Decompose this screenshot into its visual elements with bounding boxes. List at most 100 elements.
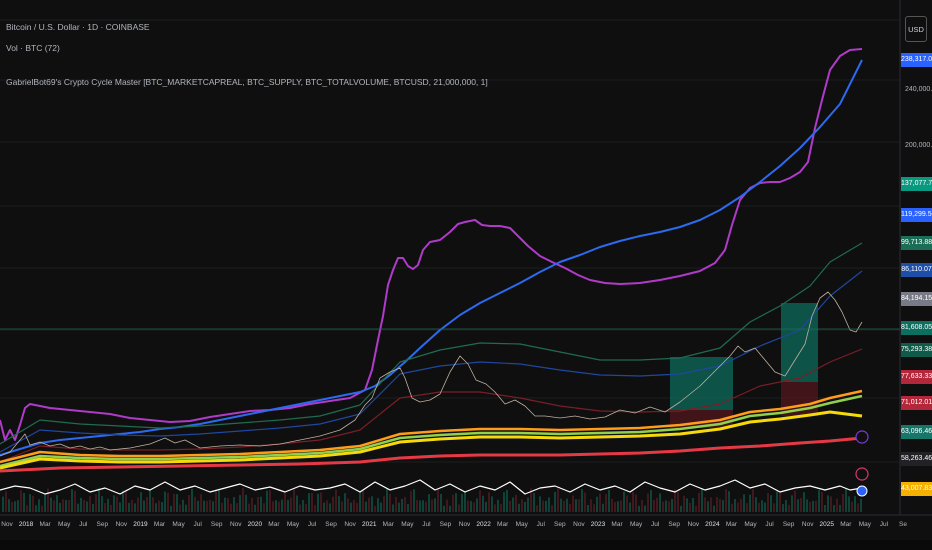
volume-bar — [437, 489, 439, 512]
volume-bar — [254, 504, 256, 512]
volume-bar — [419, 500, 421, 512]
volume-bar — [848, 496, 850, 512]
volume-bar — [17, 500, 19, 512]
volume-bar — [461, 493, 463, 512]
series-mid-blue-band — [0, 270, 863, 453]
volume-bar — [125, 491, 127, 512]
x-tick-label: Jul — [651, 521, 660, 528]
currency-button[interactable]: USD — [905, 16, 927, 42]
volume-bar — [218, 490, 220, 512]
x-tick-label: May — [58, 521, 71, 528]
legend-indicator[interactable]: GabrielBot69's Crypto Cycle Master [BTC_… — [6, 77, 488, 87]
volume-bar — [668, 501, 670, 512]
volume-bar — [476, 498, 478, 512]
price-label: 71,012.01 — [901, 396, 932, 410]
volume-bar — [794, 490, 796, 512]
volume-bar — [383, 496, 385, 512]
volume-bar — [512, 497, 514, 512]
series-volume-oscillator — [0, 479, 863, 495]
volume-bar — [248, 503, 250, 512]
volume-bar — [119, 502, 121, 512]
volume-bar — [830, 496, 832, 512]
volume-bar — [326, 500, 328, 512]
volume-bar — [332, 496, 334, 512]
volume-bar — [377, 498, 379, 512]
volume-bar — [590, 499, 592, 512]
volume-bar — [413, 489, 415, 512]
volume-bar — [671, 498, 673, 512]
series-yellow-band — [0, 410, 863, 470]
volume-bar — [146, 497, 148, 512]
volume-bar — [749, 494, 751, 512]
volume-bar — [815, 500, 817, 512]
volume-bar — [803, 492, 805, 512]
price-label: 119,299.50 — [901, 208, 932, 222]
x-tick-label: 2020 — [247, 521, 263, 528]
event-marker-icon — [855, 430, 869, 444]
volume-bar — [236, 503, 238, 512]
x-tick-label: Nov — [344, 521, 356, 528]
bottom-toolbar-strip — [0, 540, 932, 550]
volume-bar — [170, 505, 172, 512]
x-tick-label: Sep — [439, 521, 452, 528]
volume-bar — [800, 498, 802, 512]
volume-bar — [821, 491, 823, 512]
volume-bar — [230, 503, 232, 512]
volume-bar — [290, 497, 292, 512]
legend-symbol[interactable]: Bitcoin / U.S. Dollar · 1D · COINBASE — [6, 22, 150, 32]
volume-bar — [545, 500, 547, 512]
volume-bar — [71, 489, 73, 512]
volume-bar — [575, 499, 577, 512]
volume-bars — [2, 488, 862, 512]
x-tick-label: May — [629, 521, 643, 528]
volume-bar — [374, 505, 376, 512]
volume-bar — [809, 501, 811, 512]
volume-bar — [770, 495, 772, 512]
legend-volume[interactable]: Vol · BTC (72) — [6, 43, 60, 53]
volume-bar — [692, 497, 694, 512]
x-tick-label: Mar — [268, 521, 280, 528]
x-tick-label: Mar — [840, 521, 852, 528]
volume-bar — [149, 490, 151, 512]
volume-bar — [845, 488, 847, 512]
volume-bar — [140, 492, 142, 512]
volume-bar — [767, 492, 769, 512]
volume-bar — [566, 498, 568, 512]
volume-bar — [89, 496, 91, 512]
volume-bar — [380, 502, 382, 512]
volume-bar — [251, 497, 253, 512]
volume-bar — [731, 503, 733, 512]
volume-bar — [272, 501, 274, 512]
volume-bar — [491, 496, 493, 512]
volume-bar — [53, 500, 55, 512]
volume-bar — [41, 505, 43, 512]
x-tick-label: 2019 — [133, 521, 148, 528]
y-tick-label: 240,000.00 — [905, 86, 932, 93]
x-tick-label: May — [858, 521, 871, 528]
volume-bar — [614, 501, 616, 512]
volume-bar — [320, 492, 322, 512]
volume-bar — [587, 504, 589, 512]
volume-bar — [428, 494, 430, 512]
volume-bar — [485, 501, 487, 512]
volume-bar — [275, 500, 277, 512]
volume-bar — [77, 503, 79, 512]
volume-bar — [704, 497, 706, 512]
x-tick-label: May — [172, 521, 185, 528]
volume-bar — [95, 494, 97, 512]
volume-bar — [179, 504, 181, 512]
volume-bar — [104, 502, 106, 512]
volume-bar — [134, 503, 136, 512]
volume-bar — [605, 494, 607, 512]
volume-bar — [710, 497, 712, 512]
volume-bar — [629, 502, 631, 512]
volume-bar — [386, 488, 388, 512]
volume-bar — [329, 503, 331, 512]
volume-bar — [152, 497, 154, 512]
volume-bar — [578, 499, 580, 512]
volume-bar — [518, 503, 520, 512]
volume-bar — [257, 497, 259, 512]
volume-bar — [620, 500, 622, 512]
volume-bar — [839, 504, 841, 512]
